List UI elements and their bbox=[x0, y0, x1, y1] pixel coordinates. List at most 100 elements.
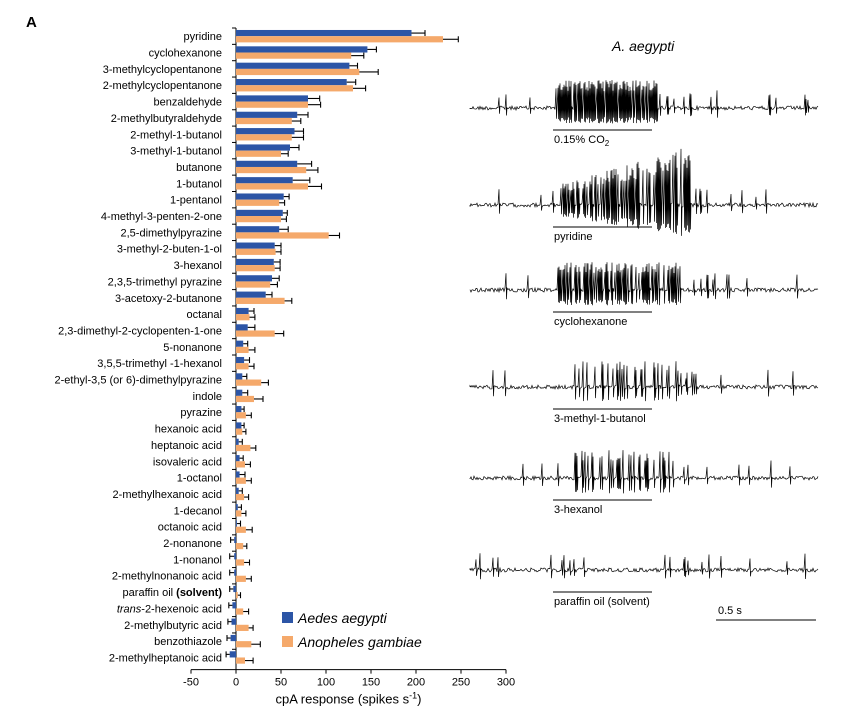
spike-traces: 0.15% CO2 pyridine cyclohexanone 3-methyl-1… bbox=[469, 80, 819, 621]
bar bbox=[236, 412, 246, 419]
bar bbox=[236, 493, 245, 501]
bar bbox=[236, 160, 298, 167]
stimulus-label: pyridine bbox=[554, 231, 593, 243]
category-label: 2-methylheptanoic acid bbox=[109, 652, 222, 664]
category-label: octanoic acid bbox=[158, 522, 222, 534]
bar bbox=[236, 389, 243, 396]
stimulus-label: paraffin oil (solvent) bbox=[554, 596, 650, 608]
category-label: pyrazine bbox=[180, 407, 222, 419]
panel-label: A bbox=[26, 14, 37, 31]
category-label: hexanoic acid bbox=[155, 424, 222, 436]
category-label: isovaleric acid bbox=[153, 456, 222, 468]
bar bbox=[236, 346, 249, 354]
bar bbox=[236, 177, 293, 184]
bar bbox=[236, 373, 243, 380]
bar bbox=[236, 232, 329, 239]
bar bbox=[236, 275, 272, 282]
bar bbox=[236, 592, 238, 599]
stimulus-label: 0.15% CO2 bbox=[554, 134, 610, 148]
category-label: 2-methylcyclopentanone bbox=[103, 80, 222, 92]
category-label: 3-methyl-1-butanol bbox=[130, 146, 222, 158]
bar bbox=[236, 128, 295, 135]
bar bbox=[236, 307, 249, 315]
bar bbox=[236, 199, 280, 206]
bar-chart: -50 0 50 100 150 200 250 300 cpA response (spike… bbox=[54, 27, 515, 707]
spike-trace bbox=[469, 361, 819, 402]
bar bbox=[236, 150, 281, 157]
bar bbox=[236, 444, 251, 452]
bar bbox=[236, 248, 276, 255]
x-tick-label: 50 bbox=[275, 677, 287, 689]
spike-trace bbox=[469, 148, 819, 236]
bar bbox=[236, 608, 244, 615]
category-label: 2-nonanone bbox=[163, 538, 222, 550]
stimulus-label: cyclohexanone bbox=[554, 316, 627, 328]
category-label: 1-octanol bbox=[177, 473, 222, 485]
category-label: 2-ethyl-3,5 (or 6)-dimethylpyrazine bbox=[54, 375, 222, 387]
bar bbox=[236, 258, 274, 266]
bar bbox=[236, 144, 290, 151]
bar bbox=[236, 624, 249, 631]
bar bbox=[236, 504, 238, 511]
species-title: A. aegypti bbox=[612, 38, 675, 54]
bar bbox=[236, 291, 266, 298]
bar bbox=[236, 226, 280, 233]
bar bbox=[229, 651, 236, 658]
category-label: indole bbox=[193, 391, 222, 403]
category-label: 4-methyl-3-penten-2-one bbox=[101, 211, 222, 223]
bar bbox=[236, 46, 368, 53]
legend-swatch bbox=[282, 636, 293, 647]
category-label: 2-methylbutyraldehyde bbox=[111, 113, 222, 125]
bar bbox=[236, 68, 360, 76]
bar bbox=[236, 477, 246, 484]
bar bbox=[236, 36, 443, 43]
spike-trace bbox=[469, 553, 819, 580]
category-label: 2,3-dimethyl-2-cyclopenten-1-one bbox=[58, 325, 222, 337]
bar bbox=[236, 265, 275, 272]
bar bbox=[236, 216, 281, 223]
bar bbox=[236, 461, 245, 468]
category-label: trans-2-hexenoic acid bbox=[117, 603, 222, 615]
x-tick-label: 250 bbox=[452, 677, 470, 689]
bar bbox=[236, 641, 252, 648]
bar bbox=[236, 117, 292, 125]
category-label: 1-decanol bbox=[174, 505, 222, 517]
legend-swatch bbox=[282, 612, 293, 623]
category-label: 1-nonanol bbox=[173, 554, 222, 566]
category-label: 2-methylnonanoic acid bbox=[112, 571, 222, 583]
category-label: 3-methylcyclopentanone bbox=[103, 64, 222, 76]
bar bbox=[236, 471, 240, 478]
spike-trace bbox=[469, 80, 819, 124]
bar bbox=[236, 85, 353, 92]
category-label: 3-hexanol bbox=[174, 260, 222, 272]
bar bbox=[230, 634, 236, 642]
category-label: butanone bbox=[176, 162, 222, 174]
bar bbox=[233, 585, 236, 593]
spike-trace bbox=[469, 262, 819, 306]
stimulus-label: 3-methyl-1-butanol bbox=[554, 413, 646, 425]
category-label: 2,5-dimethylpyrazine bbox=[121, 227, 223, 239]
bar bbox=[236, 193, 284, 200]
bar bbox=[236, 543, 244, 550]
bar bbox=[236, 324, 248, 331]
x-tick-label: 300 bbox=[497, 677, 515, 689]
bar bbox=[231, 618, 236, 625]
bar bbox=[234, 569, 236, 576]
bar bbox=[236, 134, 292, 141]
bar bbox=[236, 52, 352, 59]
bar bbox=[234, 553, 236, 560]
bar bbox=[236, 422, 242, 429]
category-label: pyridine bbox=[183, 31, 222, 43]
x-axis-label: cpA response (spikes s-1) bbox=[275, 691, 421, 707]
bar bbox=[236, 101, 308, 108]
bar bbox=[236, 406, 242, 413]
bar bbox=[236, 62, 350, 69]
category-label: benzaldehyde bbox=[153, 97, 222, 109]
bar bbox=[236, 79, 347, 86]
bar bbox=[236, 166, 307, 174]
bar bbox=[236, 363, 249, 370]
bar bbox=[236, 111, 298, 118]
bar bbox=[236, 438, 239, 445]
bar bbox=[236, 559, 245, 566]
